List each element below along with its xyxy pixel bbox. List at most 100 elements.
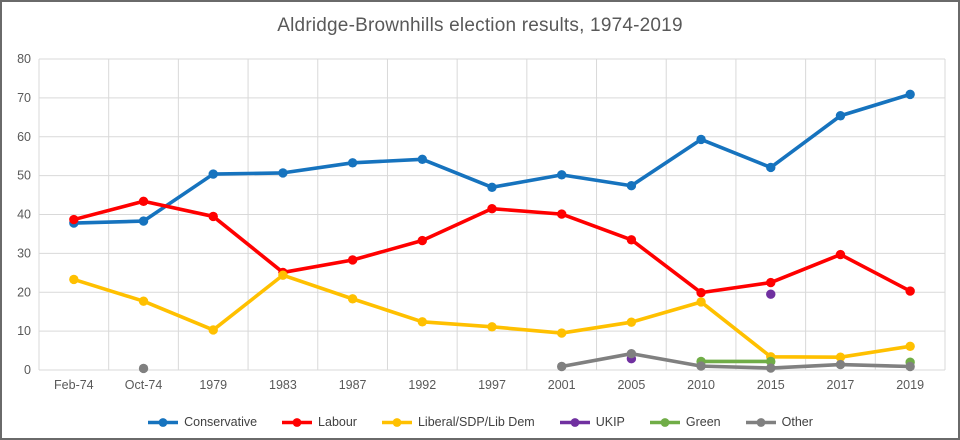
legend-label: Conservative bbox=[184, 415, 258, 429]
x-tick-label: 2001 bbox=[548, 378, 576, 392]
data-point bbox=[626, 348, 637, 359]
x-tick-label: 1979 bbox=[199, 378, 227, 392]
data-point bbox=[417, 154, 428, 164]
data-point bbox=[766, 162, 776, 173]
legend-label: Green bbox=[685, 415, 721, 429]
legend: Conservative Labour Liberal/SDP/Lib Dem UKI… bbox=[2, 415, 958, 429]
legend-line-marker-icon bbox=[649, 417, 680, 427]
data-point bbox=[417, 235, 428, 246]
data-point bbox=[766, 363, 776, 373]
data-point bbox=[626, 181, 637, 191]
data-point bbox=[208, 211, 218, 222]
legend-item-green: Green bbox=[649, 415, 721, 429]
data-point bbox=[696, 287, 706, 298]
series-liberal-sdp-lib-dem bbox=[69, 270, 915, 362]
chart-title: Aldridge-Brownhills election results, 19… bbox=[277, 15, 683, 36]
data-point bbox=[278, 168, 288, 178]
data-point bbox=[556, 209, 567, 219]
data-point bbox=[487, 203, 497, 214]
legend-dot bbox=[660, 417, 670, 427]
data-point bbox=[208, 169, 218, 179]
data-point bbox=[556, 170, 567, 180]
y-tick-label: 60 bbox=[17, 130, 31, 144]
legend-dot bbox=[292, 417, 302, 427]
data-point bbox=[487, 322, 497, 332]
data-point bbox=[69, 274, 79, 285]
data-point bbox=[835, 111, 846, 121]
legend-label: Liberal/SDP/Lib Dem bbox=[417, 415, 535, 429]
legend-item-conservative: Conservative bbox=[147, 415, 257, 429]
y-tick-label: 20 bbox=[17, 285, 31, 299]
x-tick-label: Feb-74 bbox=[54, 378, 94, 392]
data-point bbox=[905, 361, 915, 372]
series-line bbox=[72, 92, 912, 225]
data-point bbox=[69, 214, 79, 225]
data-point bbox=[278, 270, 288, 280]
y-tick-label: 10 bbox=[17, 324, 31, 338]
data-point bbox=[556, 328, 567, 338]
series-line bbox=[559, 351, 912, 370]
legend-line-marker-icon bbox=[745, 417, 776, 427]
data-point bbox=[905, 89, 915, 100]
data-point bbox=[835, 359, 846, 370]
data-point bbox=[138, 216, 149, 226]
legend-line-marker-icon bbox=[559, 417, 590, 427]
legend-item-liberal-sdp-lib-dem: Liberal/SDP/Lib Dem bbox=[381, 415, 535, 429]
legend-item-other: Other bbox=[745, 415, 813, 429]
series-other bbox=[138, 348, 915, 374]
y-tick-label: 50 bbox=[17, 169, 31, 183]
legend-dot bbox=[158, 417, 168, 427]
x-tick-label: 2005 bbox=[617, 378, 645, 392]
y-tick-label: 70 bbox=[17, 91, 31, 105]
data-point bbox=[766, 356, 776, 367]
data-point bbox=[696, 297, 706, 307]
data-point bbox=[766, 289, 776, 299]
data-point bbox=[696, 134, 706, 145]
data-point bbox=[138, 196, 149, 206]
series-labour bbox=[69, 196, 915, 298]
legend-label: Other bbox=[781, 415, 813, 429]
legend-dot bbox=[570, 417, 580, 427]
x-tick-label: 2017 bbox=[827, 378, 855, 392]
y-tick-label: 0 bbox=[24, 363, 31, 377]
legend-item-ukip: UKIP bbox=[559, 415, 625, 429]
data-point bbox=[487, 182, 497, 192]
data-point bbox=[626, 317, 637, 327]
x-tick-label: 1987 bbox=[339, 378, 367, 392]
data-point bbox=[138, 363, 149, 374]
data-point bbox=[347, 294, 358, 304]
y-tick-label: 40 bbox=[17, 208, 31, 222]
series-conservative bbox=[69, 89, 915, 228]
data-point bbox=[347, 255, 358, 265]
legend-label: Labour bbox=[318, 415, 357, 429]
legend-item-labour: Labour bbox=[281, 415, 357, 429]
legend-dot bbox=[756, 417, 766, 427]
data-point bbox=[835, 352, 846, 362]
data-point bbox=[208, 325, 218, 335]
x-tick-label: 1997 bbox=[478, 378, 506, 392]
x-tick-label: Oct-74 bbox=[125, 378, 163, 392]
data-point bbox=[766, 277, 776, 288]
data-point bbox=[835, 249, 846, 260]
y-tick-label: 80 bbox=[17, 52, 31, 66]
data-point bbox=[905, 341, 915, 351]
data-point bbox=[556, 361, 567, 372]
legend-line-marker-icon bbox=[282, 417, 313, 427]
data-point bbox=[347, 158, 358, 168]
x-tick-label: 1992 bbox=[408, 378, 436, 392]
legend-dot bbox=[392, 417, 402, 427]
data-point bbox=[696, 361, 706, 371]
data-point bbox=[905, 286, 915, 296]
data-point bbox=[138, 296, 149, 306]
series-line bbox=[72, 273, 912, 359]
x-tick-label: 2015 bbox=[757, 378, 785, 392]
data-point bbox=[417, 317, 428, 327]
legend-line-marker-icon bbox=[148, 417, 179, 427]
x-tick-label: 1983 bbox=[269, 378, 297, 392]
x-tick-label: 2019 bbox=[896, 378, 924, 392]
x-tick-label: 2010 bbox=[687, 378, 715, 392]
legend-line-marker-icon bbox=[381, 417, 412, 427]
data-point bbox=[626, 235, 637, 245]
